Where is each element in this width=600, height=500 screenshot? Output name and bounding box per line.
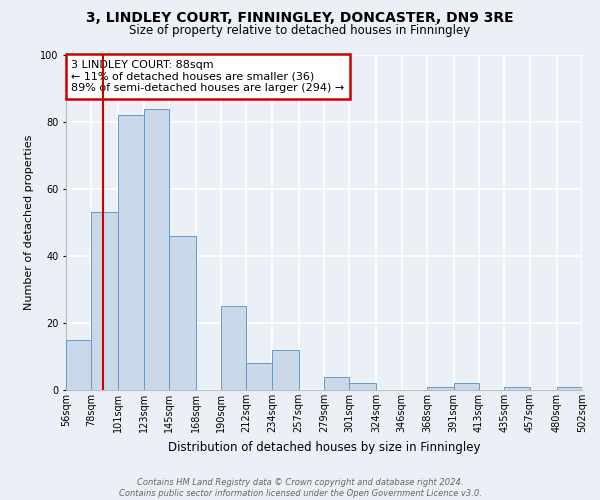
- Bar: [272, 350, 299, 390]
- Y-axis label: Number of detached properties: Number of detached properties: [25, 135, 34, 310]
- Bar: [66, 340, 91, 390]
- Bar: [505, 386, 530, 390]
- Bar: [221, 306, 247, 390]
- Bar: [118, 116, 143, 390]
- Bar: [557, 386, 582, 390]
- Text: Size of property relative to detached houses in Finningley: Size of property relative to detached ho…: [130, 24, 470, 37]
- Bar: [143, 108, 169, 390]
- Bar: [427, 386, 454, 390]
- Bar: [169, 236, 196, 390]
- Bar: [349, 384, 376, 390]
- Bar: [247, 363, 272, 390]
- Bar: [324, 376, 349, 390]
- Bar: [91, 212, 118, 390]
- Text: Contains HM Land Registry data © Crown copyright and database right 2024.
Contai: Contains HM Land Registry data © Crown c…: [119, 478, 481, 498]
- Bar: [454, 384, 479, 390]
- Text: 3, LINDLEY COURT, FINNINGLEY, DONCASTER, DN9 3RE: 3, LINDLEY COURT, FINNINGLEY, DONCASTER,…: [86, 11, 514, 25]
- Text: 3 LINDLEY COURT: 88sqm
← 11% of detached houses are smaller (36)
89% of semi-det: 3 LINDLEY COURT: 88sqm ← 11% of detached…: [71, 60, 344, 93]
- X-axis label: Distribution of detached houses by size in Finningley: Distribution of detached houses by size …: [168, 440, 480, 454]
